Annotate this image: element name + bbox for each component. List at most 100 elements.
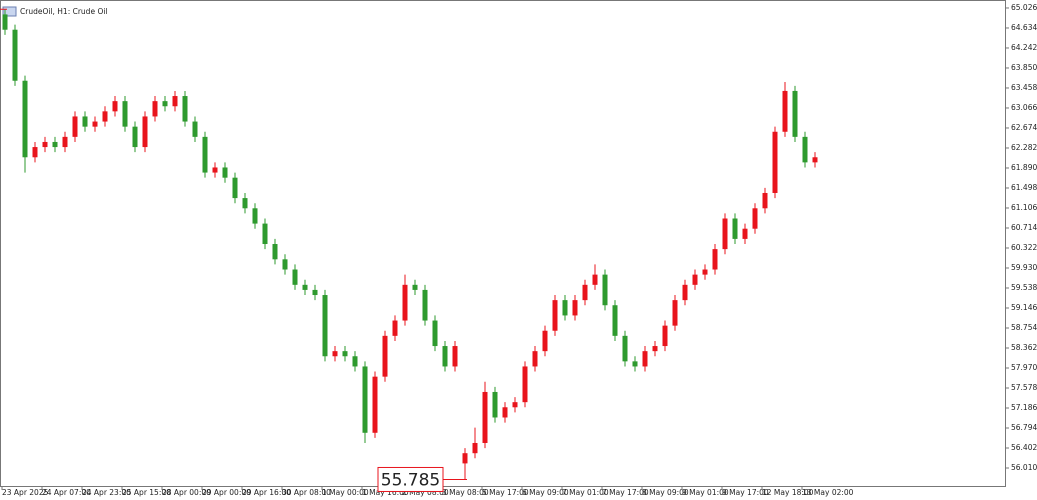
- candle-body: [232, 177, 238, 199]
- y-tick-label: 58.362: [1011, 343, 1037, 352]
- candle-body: [42, 141, 48, 148]
- candle-body: [102, 111, 108, 122]
- candle-body: [92, 121, 98, 127]
- x-tick-label: 9 May 17:00: [722, 488, 769, 497]
- candle-body: [352, 356, 358, 367]
- x-tick-label: 13 May 02:00: [802, 488, 854, 497]
- candle-body: [122, 101, 128, 127]
- annotation: 55.785: [381, 470, 440, 490]
- candle-body: [592, 274, 598, 285]
- y-tick-label: 57.970: [1011, 363, 1037, 372]
- candle-body: [542, 330, 548, 352]
- chart-title: CrudeOil, H1: Crude Oil: [20, 7, 108, 16]
- y-tick-label: 63.850: [1011, 63, 1037, 72]
- y-tick-label: 56.402: [1011, 443, 1037, 452]
- y-tick-label: 64.634: [1011, 23, 1037, 32]
- x-tick-label: 12 May 18:00: [762, 488, 814, 497]
- x-tick-label: 30 Apr 08:00: [282, 488, 331, 497]
- x-tick-label: 24 Apr 07:00: [42, 488, 91, 497]
- x-tick-label: 9 May 01:00: [682, 488, 729, 497]
- y-tick-label: 63.066: [1011, 103, 1037, 112]
- candle-body: [192, 121, 198, 137]
- candle-body: [622, 335, 628, 362]
- candle-body: [332, 351, 338, 357]
- y-tick-label: 62.282: [1011, 143, 1037, 152]
- candle-body: [762, 192, 768, 209]
- candle-body: [202, 136, 208, 173]
- candle-body: [52, 141, 58, 148]
- candle-body: [452, 346, 458, 367]
- y-tick-label: 60.714: [1011, 223, 1037, 232]
- y-tick-label: 56.794: [1011, 423, 1037, 432]
- candle-body: [532, 351, 538, 367]
- candle-body: [612, 305, 618, 336]
- candle-body: [642, 351, 648, 367]
- candle-body: [692, 274, 698, 285]
- y-tick-label: 65.026: [1011, 3, 1037, 12]
- x-tick-label: 3 May 08:00: [442, 488, 489, 497]
- x-tick-label: 29 Apr 00:00: [202, 488, 251, 497]
- candle-body: [142, 116, 148, 148]
- y-tick-label: 58.754: [1011, 323, 1037, 332]
- y-tick-label: 63.458: [1011, 83, 1037, 92]
- candle-body: [292, 269, 298, 285]
- x-tick-label: 25 Apr 15:00: [122, 488, 171, 497]
- candle-body: [152, 101, 158, 117]
- candle-body: [212, 167, 218, 173]
- candle-body: [602, 274, 608, 306]
- candle-body: [812, 157, 818, 163]
- candle-body: [752, 208, 758, 229]
- candle-body: [402, 284, 408, 321]
- x-tick-label: 1 May 00:00: [322, 488, 369, 497]
- candle-body: [522, 366, 528, 403]
- x-tick-label: 24 Apr 23:00: [82, 488, 131, 497]
- candle-body: [172, 96, 178, 107]
- candle-body: [662, 325, 668, 347]
- candle-body: [222, 167, 228, 178]
- candle-body: [252, 208, 258, 224]
- x-tick-label: 6 May 09:00: [522, 488, 569, 497]
- annotation-box: [377, 466, 444, 492]
- candle-body: [262, 223, 268, 245]
- candle-body: [2, 14, 8, 30]
- candle-body: [502, 407, 508, 418]
- candle-body: [372, 376, 378, 433]
- candle-body: [782, 90, 788, 132]
- y-tick-label: 56.010: [1011, 463, 1037, 472]
- y-tick-label: 60.322: [1011, 243, 1037, 252]
- candle-body: [162, 101, 168, 107]
- candle-body: [312, 289, 318, 296]
- candle-body: [732, 218, 738, 239]
- candle-body: [672, 300, 678, 326]
- candle-body: [512, 402, 518, 408]
- candle-body: [682, 284, 688, 301]
- y-tick-label: 62.674: [1011, 123, 1037, 132]
- candle-body: [442, 346, 448, 367]
- x-tick-label: 7 May 17:00: [602, 488, 649, 497]
- candle-body: [72, 116, 78, 137]
- candle-body: [772, 131, 778, 193]
- candle-body: [552, 300, 558, 331]
- y-tick-label: 59.930: [1011, 263, 1037, 272]
- y-tick-label: 57.186: [1011, 403, 1037, 412]
- candle-body: [492, 391, 498, 418]
- candle-body: [302, 284, 308, 290]
- candle-body: [702, 269, 708, 275]
- candle-body: [322, 295, 328, 357]
- x-tick-label: 2 May 08:00: [402, 488, 449, 497]
- candle-body: [432, 320, 438, 347]
- plot-frame: [0, 0, 1006, 487]
- candle-body: [422, 289, 428, 321]
- candle-body: [572, 300, 578, 316]
- x-tick-label: 23 Apr 2025: [2, 488, 49, 497]
- candle-body: [412, 284, 418, 290]
- chart-icon: [2, 6, 17, 17]
- candle-body: [632, 361, 638, 367]
- x-tick-label: 8 May 09:00: [642, 488, 689, 497]
- candle-body: [342, 351, 348, 357]
- candle-body: [462, 453, 468, 464]
- candle-body: [392, 320, 398, 336]
- candle-body: [482, 391, 488, 443]
- candle-body: [472, 442, 478, 454]
- candle-body: [242, 198, 248, 209]
